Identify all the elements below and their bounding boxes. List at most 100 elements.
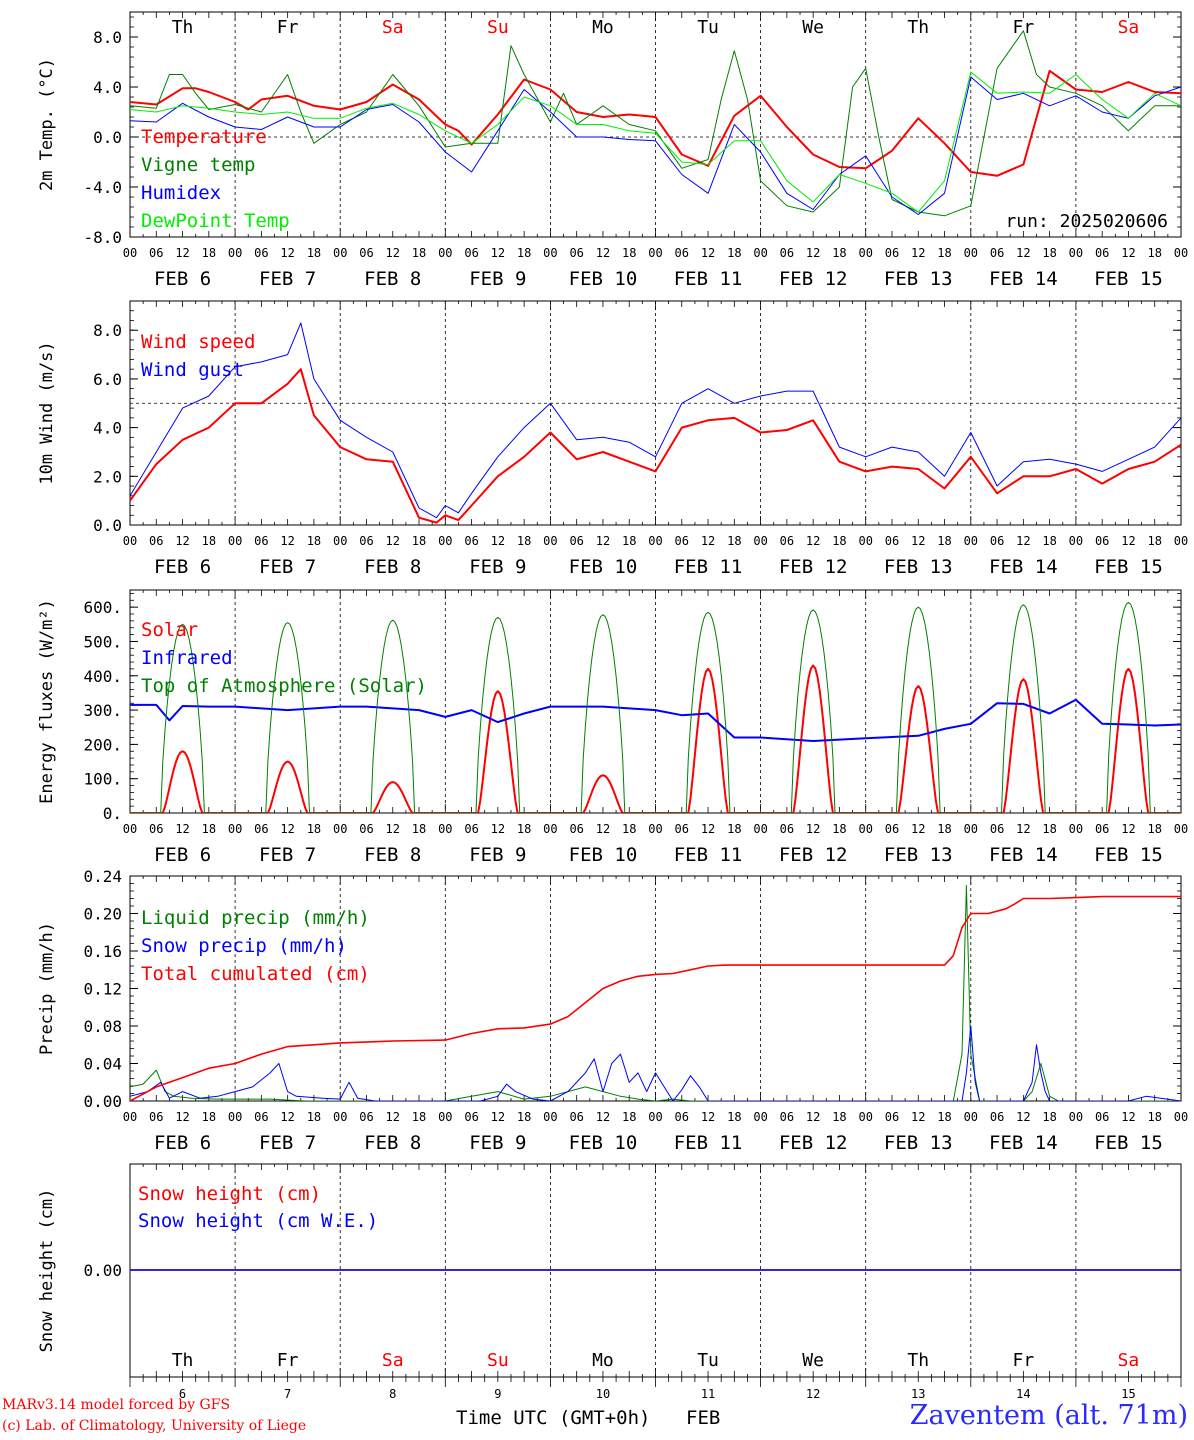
y-tick-label: -4.0 <box>83 178 122 197</box>
date-label: FEB 15 <box>1094 844 1163 866</box>
hour-label: 18 <box>622 534 636 548</box>
hour-label: 18 <box>727 822 741 836</box>
day-of-week-label: Th <box>172 1350 194 1371</box>
hour-label: 00 <box>753 534 767 548</box>
legend-entry: Wind gust <box>141 359 244 381</box>
hour-label: 12 <box>491 1110 505 1124</box>
hour-label: 06 <box>675 822 689 836</box>
hour-label: 12 <box>1016 1110 1030 1124</box>
hour-label: 06 <box>780 1110 794 1124</box>
day-of-week-label: Mo <box>592 1350 614 1371</box>
date-label: FEB 7 <box>259 268 316 290</box>
hour-label: 06 <box>359 1110 373 1124</box>
plot-frame <box>129 300 1182 526</box>
date-label: FEB 9 <box>469 556 526 578</box>
hour-label: 12 <box>491 534 505 548</box>
hour-label: 12 <box>596 822 610 836</box>
day-number-label: 11 <box>701 1387 715 1401</box>
hour-label: 18 <box>937 534 951 548</box>
date-label: FEB 10 <box>569 844 638 866</box>
hour-label: 00 <box>1069 822 1083 836</box>
y-tick-label: 0.0 <box>93 516 122 535</box>
y-tick-label: 8.0 <box>93 28 122 47</box>
date-label: FEB 14 <box>989 556 1058 578</box>
date-label: FEB 8 <box>364 556 421 578</box>
hour-label: 18 <box>937 822 951 836</box>
date-label: FEB 6 <box>154 556 211 578</box>
hour-label: 12 <box>911 246 925 260</box>
hour-label: 18 <box>307 534 321 548</box>
y-tick-label: 100. <box>83 770 122 789</box>
hour-label: 12 <box>1016 534 1030 548</box>
series-line <box>130 884 1181 1101</box>
hour-label: 00 <box>858 534 872 548</box>
hour-label: 12 <box>280 534 294 548</box>
legend-entry: Infrared <box>141 647 233 669</box>
hour-label: 06 <box>359 534 373 548</box>
hour-label: 12 <box>911 822 925 836</box>
plot-frame <box>129 589 1182 814</box>
y-tick-label: 0.0 <box>93 128 122 147</box>
hour-label: 18 <box>727 246 741 260</box>
date-label: FEB 10 <box>569 1132 638 1154</box>
y-tick-label: 6.0 <box>93 370 122 389</box>
y-axis-title: 2m Temp. (°C) <box>37 58 57 191</box>
hour-label: 18 <box>1147 822 1161 836</box>
legend-entry: Humidex <box>141 182 221 204</box>
hour-label: 00 <box>753 822 767 836</box>
hour-label: 00 <box>438 534 452 548</box>
hour-label: 06 <box>990 534 1004 548</box>
series-line <box>130 895 1181 1101</box>
hour-label: 12 <box>386 534 400 548</box>
hour-label: 06 <box>464 246 478 260</box>
hour-label: 18 <box>727 1110 741 1124</box>
hour-label: 06 <box>254 534 268 548</box>
legend-entry: Wind speed <box>141 331 255 353</box>
day-number-label: 7 <box>284 1387 291 1401</box>
hour-label: 18 <box>1042 534 1056 548</box>
hour-label: 18 <box>517 1110 531 1124</box>
date-label: FEB 6 <box>154 1132 211 1154</box>
date-label: FEB 6 <box>154 268 211 290</box>
hour-label: 00 <box>1174 246 1188 260</box>
legend-entry: Snow height (cm W.E.) <box>138 1210 378 1232</box>
legend-entry: Vigne temp <box>141 154 255 176</box>
y-tick-label: 0.08 <box>83 1017 122 1036</box>
panel-4: 0.00 0.04 0.08 0.12 0.16 0.20 0.24 Precip (mm/h… <box>37 867 1188 1154</box>
hour-label: 06 <box>675 1110 689 1124</box>
date-label: FEB 14 <box>989 268 1058 290</box>
hour-label: 00 <box>753 1110 767 1124</box>
hour-label: 18 <box>202 1110 216 1124</box>
date-label: FEB 13 <box>884 1132 953 1154</box>
hour-label: 12 <box>280 246 294 260</box>
series-line <box>130 698 1181 742</box>
series-line <box>130 368 1181 524</box>
hour-label: 00 <box>964 246 978 260</box>
hour-label: 00 <box>333 822 347 836</box>
hour-label: 06 <box>149 1110 163 1124</box>
hour-label: 12 <box>1121 1110 1135 1124</box>
legend-entry: DewPoint Temp <box>141 210 290 232</box>
hour-label: 18 <box>517 822 531 836</box>
legend-entry: Snow height (cm) <box>138 1183 321 1205</box>
hour-label: 18 <box>202 822 216 836</box>
date-label: FEB 10 <box>569 556 638 578</box>
hour-label: 12 <box>491 246 505 260</box>
y-tick-label: 400. <box>83 667 122 686</box>
hour-label: 06 <box>885 534 899 548</box>
legend-entry: Solar <box>141 619 198 641</box>
date-label: FEB 12 <box>779 268 848 290</box>
hour-label: 00 <box>543 246 557 260</box>
date-label: FEB 14 <box>989 844 1058 866</box>
date-label: FEB 9 <box>469 1132 526 1154</box>
day-of-week-label: Sa <box>382 1350 404 1371</box>
hour-label: 18 <box>517 246 531 260</box>
series-line <box>130 30 1181 217</box>
hour-label: 06 <box>359 822 373 836</box>
hour-label: 00 <box>1069 246 1083 260</box>
hour-label: 18 <box>832 534 846 548</box>
hour-label: 00 <box>1069 534 1083 548</box>
hour-label: 06 <box>885 822 899 836</box>
panel-3: 0. 100. 200. 300. 400. 500. 600. Energy fluxes … <box>37 589 1188 866</box>
